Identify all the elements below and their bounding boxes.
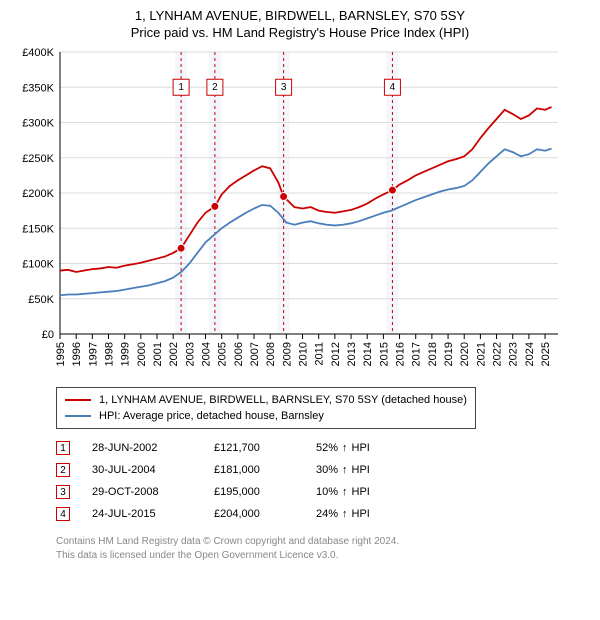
svg-text:2019: 2019	[443, 342, 455, 366]
svg-text:2006: 2006	[233, 342, 245, 366]
credit-line: Contains HM Land Registry data © Crown c…	[56, 535, 588, 549]
transaction-row: 1 28-JUN-2002 £121,700 52% ↑ HPI	[56, 437, 588, 459]
svg-text:2016: 2016	[395, 342, 407, 366]
arrow-up-icon: ↑	[342, 486, 348, 498]
transaction-date: 29-OCT-2008	[92, 486, 192, 498]
transaction-date: 30-JUL-2004	[92, 464, 192, 476]
legend-label: 1, LYNHAM AVENUE, BIRDWELL, BARNSLEY, S7…	[99, 392, 467, 408]
svg-text:£400K: £400K	[22, 47, 54, 59]
transaction-marker: 2	[56, 463, 70, 477]
chart-title-address: 1, LYNHAM AVENUE, BIRDWELL, BARNSLEY, S7…	[12, 8, 588, 23]
svg-text:2014: 2014	[362, 342, 374, 366]
svg-text:1995: 1995	[55, 342, 67, 366]
svg-text:£50K: £50K	[28, 294, 54, 306]
svg-text:2010: 2010	[298, 342, 310, 366]
transaction-row: 2 30-JUL-2004 £181,000 30% ↑ HPI	[56, 459, 588, 481]
svg-text:£250K: £250K	[22, 153, 54, 165]
data-credits: Contains HM Land Registry data © Crown c…	[56, 535, 588, 562]
transaction-delta: 10% ↑ HPI	[316, 486, 370, 498]
svg-text:3: 3	[281, 82, 287, 93]
svg-text:£200K: £200K	[22, 188, 54, 200]
svg-text:1998: 1998	[104, 342, 116, 366]
transaction-marker: 3	[56, 485, 70, 499]
transaction-delta: 30% ↑ HPI	[316, 464, 370, 476]
chart-title-subtitle: Price paid vs. HM Land Registry's House …	[12, 25, 588, 40]
arrow-up-icon: ↑	[342, 442, 348, 454]
svg-text:2004: 2004	[201, 342, 213, 366]
transactions-table: 1 28-JUN-2002 £121,700 52% ↑ HPI 2 30-JUL-200…	[56, 437, 588, 525]
legend: 1, LYNHAM AVENUE, BIRDWELL, BARNSLEY, S7…	[56, 387, 476, 429]
svg-text:1996: 1996	[71, 342, 83, 366]
line-chart: £0 £50K £100K £150K £200K £250K £300K £350K £400…	[12, 46, 568, 376]
transaction-price: £195,000	[214, 486, 294, 498]
svg-text:1997: 1997	[87, 342, 99, 366]
svg-text:2002: 2002	[168, 342, 180, 366]
legend-swatch	[65, 399, 91, 401]
svg-text:2022: 2022	[492, 342, 504, 366]
svg-text:2017: 2017	[411, 342, 423, 366]
svg-text:2021: 2021	[475, 342, 487, 366]
svg-text:4: 4	[390, 82, 396, 93]
chart-title-block: 1, LYNHAM AVENUE, BIRDWELL, BARNSLEY, S7…	[12, 8, 588, 40]
transaction-row: 4 24-JUL-2015 £204,000 24% ↑ HPI	[56, 503, 588, 525]
transaction-price: £181,000	[214, 464, 294, 476]
svg-text:1999: 1999	[120, 342, 132, 366]
legend-item: 1, LYNHAM AVENUE, BIRDWELL, BARNSLEY, S7…	[65, 392, 467, 408]
svg-text:2000: 2000	[136, 342, 148, 366]
transaction-price: £121,700	[214, 442, 294, 454]
svg-text:2015: 2015	[378, 342, 390, 366]
svg-text:2025: 2025	[540, 342, 552, 366]
transaction-row: 3 29-OCT-2008 £195,000 10% ↑ HPI	[56, 481, 588, 503]
svg-text:2008: 2008	[265, 342, 277, 366]
transaction-price: £204,000	[214, 508, 294, 520]
svg-text:£300K: £300K	[22, 118, 54, 130]
legend-item: HPI: Average price, detached house, Barn…	[65, 408, 467, 424]
svg-text:2011: 2011	[314, 342, 326, 366]
transaction-marker: 4	[56, 507, 70, 521]
svg-text:2024: 2024	[524, 342, 536, 366]
svg-text:2: 2	[212, 82, 218, 93]
transaction-delta: 52% ↑ HPI	[316, 442, 370, 454]
svg-text:£0: £0	[42, 329, 54, 341]
svg-text:£150K: £150K	[22, 223, 54, 235]
svg-text:2001: 2001	[152, 342, 164, 366]
svg-text:2003: 2003	[184, 342, 196, 366]
chart-area: £0 £50K £100K £150K £200K £250K £300K £350K £400…	[12, 46, 588, 381]
legend-swatch	[65, 415, 91, 417]
arrow-up-icon: ↑	[342, 508, 348, 520]
transaction-marker: 1	[56, 441, 70, 455]
svg-text:£350K: £350K	[22, 82, 54, 94]
svg-text:2005: 2005	[217, 342, 229, 366]
svg-text:2013: 2013	[346, 342, 358, 366]
svg-text:2007: 2007	[249, 342, 261, 366]
svg-text:1: 1	[178, 82, 184, 93]
svg-text:£100K: £100K	[22, 259, 54, 271]
legend-label: HPI: Average price, detached house, Barn…	[99, 408, 324, 424]
arrow-up-icon: ↑	[342, 464, 348, 476]
transaction-date: 24-JUL-2015	[92, 508, 192, 520]
transaction-date: 28-JUN-2002	[92, 442, 192, 454]
credit-line: This data is licensed under the Open Gov…	[56, 549, 588, 563]
svg-text:2009: 2009	[281, 342, 293, 366]
svg-text:2020: 2020	[459, 342, 471, 366]
svg-text:2012: 2012	[330, 342, 342, 366]
transaction-delta: 24% ↑ HPI	[316, 508, 370, 520]
svg-text:2018: 2018	[427, 342, 439, 366]
svg-text:2023: 2023	[508, 342, 520, 366]
